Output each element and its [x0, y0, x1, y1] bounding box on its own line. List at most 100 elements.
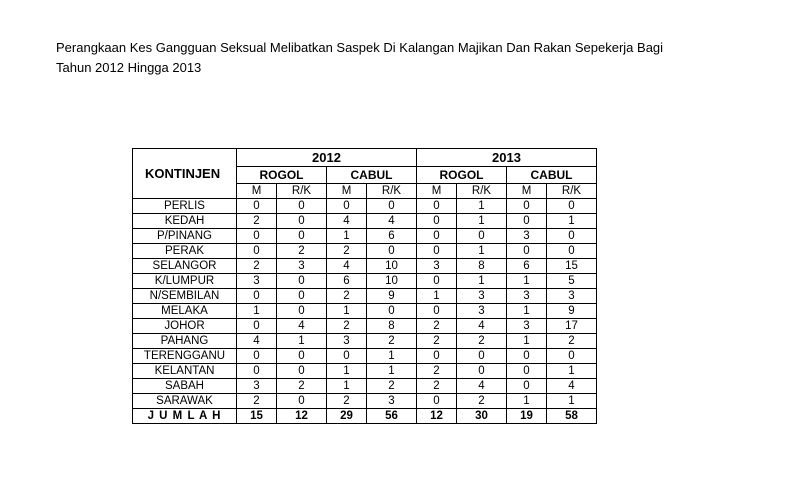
value-cell: 1	[507, 274, 547, 289]
header-cabul-2013: CABUL	[507, 167, 597, 184]
value-cell: 0	[277, 229, 327, 244]
value-cell: 1	[417, 289, 457, 304]
value-cell: 2	[277, 379, 327, 394]
table-body: PERLIS00000100KEDAH20440101P/PINANG00160…	[133, 199, 597, 424]
value-cell: 0	[417, 274, 457, 289]
table-row: KELANTAN00112001	[133, 364, 597, 379]
value-cell: 1	[507, 394, 547, 409]
value-cell: 15	[547, 259, 597, 274]
value-cell: 1	[367, 349, 417, 364]
header-rk: R/K	[367, 184, 417, 199]
state-cell: PERLIS	[133, 199, 237, 214]
value-cell: 2	[327, 244, 367, 259]
value-cell: 6	[507, 259, 547, 274]
table-row: J U M L A H1512295612301958	[133, 409, 597, 424]
value-cell: 0	[547, 199, 597, 214]
value-cell: 0	[417, 199, 457, 214]
value-cell: 8	[457, 259, 507, 274]
value-cell: 0	[457, 229, 507, 244]
value-cell: 0	[507, 364, 547, 379]
value-cell: 8	[367, 319, 417, 334]
value-cell: 58	[547, 409, 597, 424]
value-cell: 19	[507, 409, 547, 424]
state-cell: KEDAH	[133, 214, 237, 229]
value-cell: 4	[547, 379, 597, 394]
value-cell: 9	[547, 304, 597, 319]
value-cell: 2	[417, 319, 457, 334]
value-cell: 0	[547, 349, 597, 364]
table-row: JOHOR042824317	[133, 319, 597, 334]
value-cell: 17	[547, 319, 597, 334]
value-cell: 1	[507, 304, 547, 319]
value-cell: 3	[457, 304, 507, 319]
value-cell: 0	[237, 199, 277, 214]
state-cell: JOHOR	[133, 319, 237, 334]
value-cell: 9	[367, 289, 417, 304]
value-cell: 1	[327, 379, 367, 394]
value-cell: 0	[237, 229, 277, 244]
table-row: KEDAH20440101	[133, 214, 597, 229]
header-rogol-2013: ROGOL	[417, 167, 507, 184]
value-cell: 2	[327, 289, 367, 304]
value-cell: 0	[507, 199, 547, 214]
value-cell: 2	[547, 334, 597, 349]
value-cell: 0	[277, 394, 327, 409]
value-cell: 0	[457, 349, 507, 364]
value-cell: 3	[327, 334, 367, 349]
table-row: TERENGGANU00010000	[133, 349, 597, 364]
value-cell: 0	[507, 244, 547, 259]
value-cell: 12	[417, 409, 457, 424]
value-cell: 1	[277, 334, 327, 349]
header-rk: R/K	[277, 184, 327, 199]
value-cell: 12	[277, 409, 327, 424]
value-cell: 2	[237, 214, 277, 229]
header-m: M	[327, 184, 367, 199]
value-cell: 2	[457, 394, 507, 409]
value-cell: 1	[237, 304, 277, 319]
state-cell: MELAKA	[133, 304, 237, 319]
state-cell: KELANTAN	[133, 364, 237, 379]
table-row: SABAH32122404	[133, 379, 597, 394]
value-cell: 0	[367, 199, 417, 214]
value-cell: 0	[367, 244, 417, 259]
data-table-container: KONTINJEN 2012 2013 ROGOL CABUL ROGOL CA…	[132, 148, 597, 424]
value-cell: 0	[277, 199, 327, 214]
value-cell: 3	[547, 289, 597, 304]
table-row: P/PINANG00160030	[133, 229, 597, 244]
value-cell: 0	[367, 304, 417, 319]
table-header: KONTINJEN 2012 2013 ROGOL CABUL ROGOL CA…	[133, 149, 597, 199]
value-cell: 0	[277, 349, 327, 364]
value-cell: 0	[237, 349, 277, 364]
value-cell: 2	[367, 334, 417, 349]
value-cell: 0	[277, 214, 327, 229]
state-cell: PERAK	[133, 244, 237, 259]
table-row: PERLIS00000100	[133, 199, 597, 214]
value-cell: 0	[417, 229, 457, 244]
value-cell: 10	[367, 259, 417, 274]
value-cell: 1	[327, 229, 367, 244]
state-cell: P/PINANG	[133, 229, 237, 244]
value-cell: 0	[327, 349, 367, 364]
value-cell: 0	[237, 364, 277, 379]
title-line-1: Perangkaan Kes Gangguan Seksual Melibatk…	[56, 40, 663, 55]
table-row: SELANGOR2341038615	[133, 259, 597, 274]
value-cell: 2	[457, 334, 507, 349]
value-cell: 1	[547, 394, 597, 409]
state-cell: SARAWAK	[133, 394, 237, 409]
table-row: PERAK02200100	[133, 244, 597, 259]
value-cell: 6	[327, 274, 367, 289]
value-cell: 6	[367, 229, 417, 244]
value-cell: 2	[367, 379, 417, 394]
value-cell: 2	[327, 319, 367, 334]
header-year-2012: 2012	[237, 149, 417, 167]
value-cell: 0	[237, 319, 277, 334]
value-cell: 1	[367, 364, 417, 379]
value-cell: 1	[507, 334, 547, 349]
value-cell: 0	[457, 364, 507, 379]
value-cell: 0	[237, 289, 277, 304]
value-cell: 4	[327, 259, 367, 274]
value-cell: 4	[237, 334, 277, 349]
header-kontinjen: KONTINJEN	[133, 149, 237, 199]
value-cell: 0	[327, 199, 367, 214]
value-cell: 0	[417, 304, 457, 319]
